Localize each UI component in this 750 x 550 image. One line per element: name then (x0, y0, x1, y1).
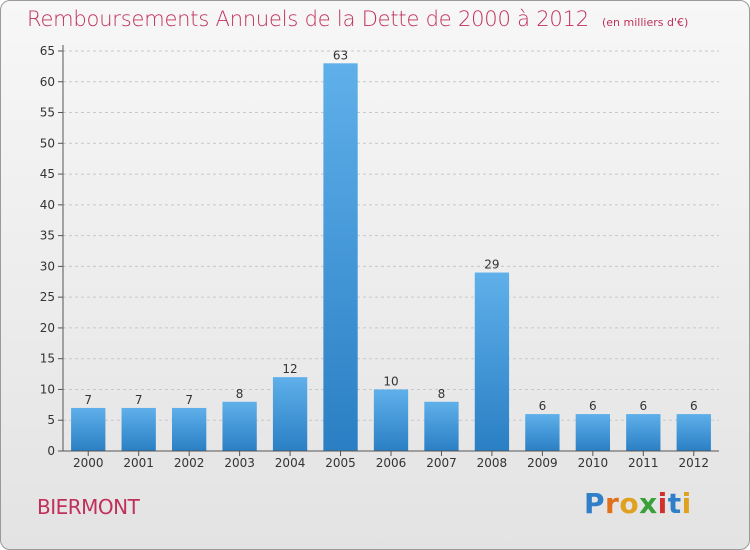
x-tick-label: 2005 (325, 456, 356, 470)
data-label: 6 (589, 399, 597, 413)
data-label: 12 (282, 362, 297, 376)
x-tick-label: 2009 (527, 456, 558, 470)
bar (676, 414, 711, 451)
x-tick-label: 2011 (628, 456, 659, 470)
logo-letter: x (639, 487, 658, 520)
y-tick-label: 15 (40, 352, 55, 366)
bars (71, 63, 711, 452)
y-tick-label: 35 (40, 229, 55, 243)
x-tick-label: 2000 (73, 456, 104, 470)
logo-letter: r (605, 487, 620, 520)
logo-letter: i (657, 487, 668, 520)
bar (272, 377, 308, 451)
data-label: 29 (484, 258, 499, 272)
y-tick-label: 60 (40, 75, 55, 89)
chart-unit: (en milliers d'€) (602, 16, 689, 29)
data-label: 8 (438, 387, 446, 401)
data-label: 6 (690, 399, 698, 413)
x-tick-label: 2007 (426, 456, 457, 470)
y-tick-label: 45 (40, 167, 55, 181)
y-tick-label: 5 (47, 413, 55, 427)
y-tick-label: 40 (40, 198, 55, 212)
data-label: 7 (84, 393, 92, 407)
x-tick-label: 2003 (224, 456, 255, 470)
commune-name: BIERMONT (37, 495, 140, 519)
bar (424, 401, 459, 451)
x-tick-label: 2001 (123, 456, 154, 470)
bar (121, 407, 156, 451)
x-tick-label: 2002 (174, 456, 205, 470)
bar (171, 407, 207, 451)
labels: 0 5 10 15 20 25 30 35 40 45 50 55 60 65 7 2000 7 2001 7 200… (40, 44, 709, 470)
data-label: 63 (333, 48, 348, 62)
y-tick-label: 25 (40, 290, 55, 304)
logo-letter: i (681, 487, 692, 520)
gridlines (63, 50, 719, 421)
data-label: 7 (135, 393, 143, 407)
bar (626, 414, 661, 451)
x-tick-label: 2012 (678, 456, 709, 470)
x-tick-label: 2004 (275, 456, 306, 470)
bar (373, 389, 409, 451)
y-tick-label: 0 (47, 444, 55, 458)
bar (474, 272, 510, 451)
bar (525, 414, 560, 451)
data-label: 8 (236, 387, 244, 401)
chart-title: Remboursements Annuels de la Dette de 20… (27, 7, 589, 31)
bar (222, 401, 257, 451)
bar (71, 407, 106, 451)
x-tick-label: 2008 (477, 456, 508, 470)
y-tick-label: 65 (40, 44, 55, 58)
y-tick-label: 50 (40, 136, 55, 150)
x-tick-label: 2006 (376, 456, 407, 470)
proxiti-logo: Proxiti (584, 487, 692, 520)
title-row: Remboursements Annuels de la Dette de 20… (27, 7, 688, 31)
y-tick-label: 10 (40, 382, 55, 396)
logo-letter: o (619, 487, 640, 520)
x-tick-label: 2010 (578, 456, 609, 470)
logo-letter: t (667, 487, 682, 520)
bar (575, 414, 611, 451)
y-tick-label: 55 (40, 106, 55, 120)
logo-letter: P (584, 487, 606, 520)
data-label: 10 (383, 374, 398, 388)
data-label: 7 (185, 393, 193, 407)
y-tick-label: 20 (40, 321, 55, 335)
data-label: 6 (639, 399, 647, 413)
axes (58, 45, 719, 456)
bar (323, 63, 358, 452)
data-label: 6 (539, 399, 547, 413)
y-tick-label: 30 (40, 259, 55, 273)
